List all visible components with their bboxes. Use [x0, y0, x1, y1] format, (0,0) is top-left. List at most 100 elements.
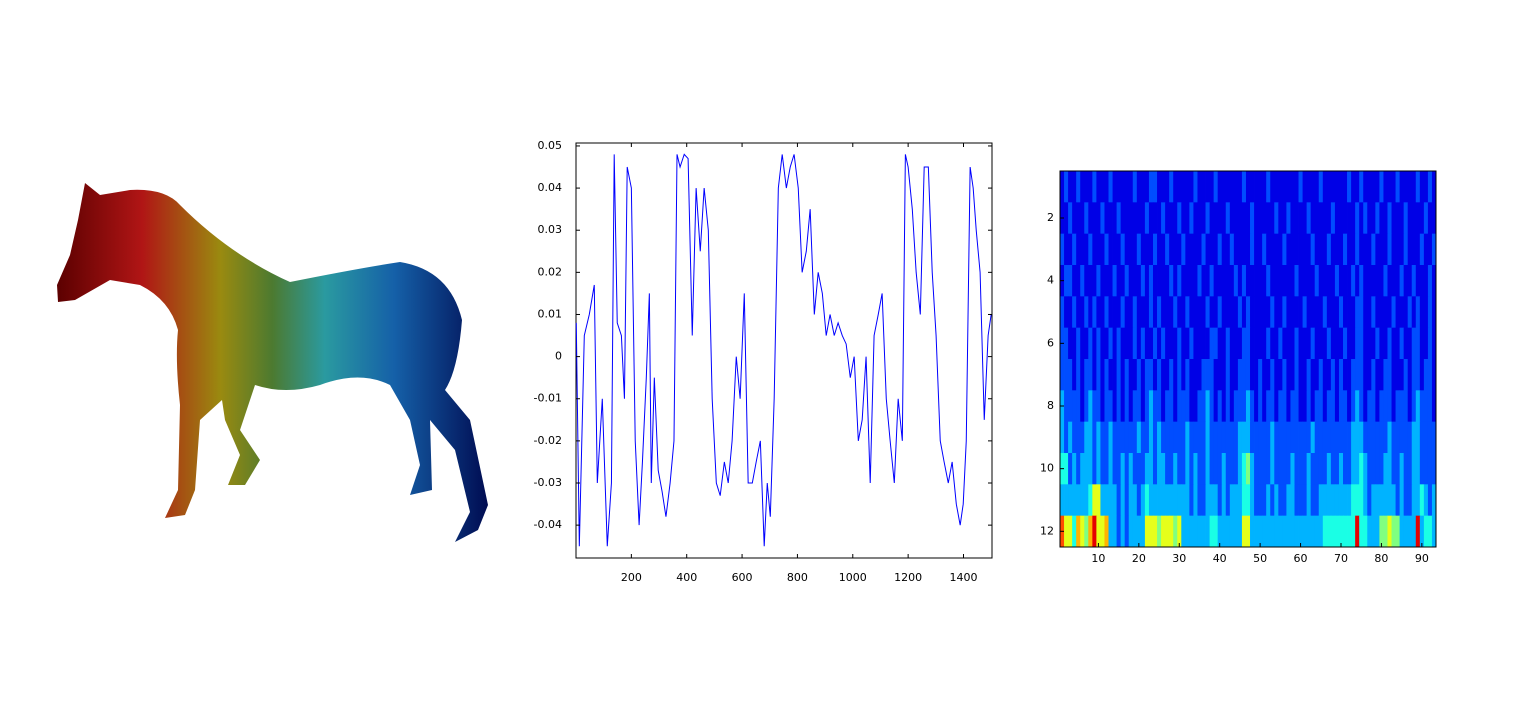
heatmap-cell — [1351, 484, 1356, 517]
heatmap-cell — [1173, 359, 1178, 391]
heatmap-cell — [1415, 327, 1421, 360]
heatmap-cell — [1318, 359, 1324, 391]
heatmap-cell — [1270, 265, 1275, 297]
heatmap-cell — [1088, 421, 1093, 454]
x-tick-label: 1400 — [949, 571, 977, 584]
heatmap-cell — [1407, 390, 1413, 423]
heatmap-cell — [1363, 390, 1368, 423]
heatmap-cell — [1359, 421, 1364, 454]
heatmap-cell — [1347, 171, 1352, 203]
heatmap-cell — [1314, 296, 1320, 329]
heatmap-cell — [1088, 202, 1093, 235]
heatmap-cell — [1116, 421, 1122, 454]
heatmap-cell — [1427, 421, 1433, 454]
heatmap-cell — [1286, 359, 1291, 391]
heatmap-cell — [1294, 421, 1299, 454]
heatmap-cell — [1262, 327, 1267, 360]
heatmap-cell — [1245, 515, 1251, 548]
heatmap-cell — [1351, 171, 1356, 203]
heatmap-cell — [1213, 327, 1219, 360]
heatmap-cell — [1399, 421, 1405, 454]
heatmap-cell — [1274, 484, 1279, 517]
heatmap-cell — [1419, 515, 1425, 548]
heatmap-cell — [1270, 515, 1275, 548]
heatmap-cell — [1347, 515, 1352, 548]
y-tick-label: 2 — [1047, 211, 1054, 224]
heatmap-cell — [1152, 421, 1158, 454]
heatmap-cell — [1250, 327, 1255, 360]
heatmap-cell — [1245, 484, 1251, 517]
heatmap-cell — [1144, 171, 1150, 203]
heatmap-cell — [1173, 171, 1178, 203]
heatmap-cell — [1136, 265, 1142, 297]
heatmap-cell — [1229, 171, 1235, 203]
heatmap-cell — [1306, 453, 1312, 485]
heatmap-cell — [1161, 327, 1166, 360]
heatmap-cell — [1391, 421, 1396, 454]
heatmap-cell — [1225, 359, 1231, 391]
heatmap-cell — [1165, 515, 1170, 548]
heatmap-cell — [1132, 484, 1138, 517]
heatmap-cell — [1306, 171, 1312, 203]
y-tick-label: 4 — [1047, 274, 1054, 287]
heatmap-cell — [1084, 390, 1089, 423]
heatmap-cell — [1112, 484, 1118, 517]
y-tick-label: 0.05 — [538, 139, 563, 152]
heatmap-cell — [1088, 265, 1093, 297]
heatmap-cell — [1096, 359, 1101, 391]
x-tick-label: 90 — [1415, 552, 1429, 565]
heatmap-cell — [1290, 515, 1295, 548]
heatmap-cell — [1241, 359, 1247, 391]
heatmap-cell — [1403, 327, 1409, 360]
heatmap-cell — [1064, 421, 1069, 454]
heatmap-cell — [1092, 484, 1097, 517]
heatmap-cell — [1286, 171, 1291, 203]
x-tick-label: 80 — [1374, 552, 1388, 565]
heatmap-cell — [1092, 327, 1097, 360]
heatmap-cell — [1274, 171, 1279, 203]
heatmap-cell — [1193, 265, 1198, 297]
heatmap-cell — [1391, 233, 1396, 266]
heatmap-cell — [1278, 202, 1283, 235]
heatmap-cell — [1419, 359, 1425, 391]
heatmap-cell — [1363, 171, 1368, 203]
heatmap-cell — [1241, 390, 1247, 423]
heatmap-cell — [1116, 327, 1122, 360]
heatmap-cell — [1064, 359, 1069, 391]
heatmap-cell — [1379, 296, 1384, 329]
heatmap-cell — [1266, 265, 1271, 297]
heatmap-cell — [1152, 171, 1158, 203]
heatmap-cell — [1294, 390, 1299, 423]
heatmap-cell — [1367, 421, 1372, 454]
heatmap-cell — [1343, 171, 1348, 203]
heatmap-cell — [1229, 453, 1235, 485]
heatmap-cell — [1367, 233, 1372, 266]
heatmap-cell — [1351, 515, 1356, 548]
heatmap-cell — [1140, 359, 1146, 391]
heatmap-cell — [1205, 265, 1210, 297]
heatmap-cell — [1286, 327, 1291, 360]
heatmap-cell — [1124, 390, 1130, 423]
heatmap-cell — [1221, 171, 1227, 203]
heatmap-cell — [1068, 515, 1073, 548]
heatmap-cell — [1355, 453, 1360, 485]
heatmap-cell — [1399, 296, 1405, 329]
heatmap-cell — [1395, 296, 1401, 329]
heatmap-cell — [1318, 421, 1324, 454]
heatmap-cell — [1221, 296, 1227, 329]
heatmap-cell — [1165, 453, 1170, 485]
heatmap-cell — [1318, 484, 1324, 517]
heatmap-cell — [1427, 202, 1433, 235]
heatmap-cell — [1359, 390, 1364, 423]
heatmap-cell — [1387, 515, 1392, 548]
heatmap-cell — [1278, 265, 1283, 297]
heatmap-cell — [1254, 390, 1259, 423]
heatmap-cell — [1330, 484, 1336, 517]
heatmap-cell — [1334, 421, 1340, 454]
heatmap-cell — [1310, 421, 1316, 454]
heatmap-cell — [1100, 453, 1105, 485]
heatmap-cell — [1181, 453, 1186, 485]
heatmap-cell — [1237, 265, 1243, 297]
